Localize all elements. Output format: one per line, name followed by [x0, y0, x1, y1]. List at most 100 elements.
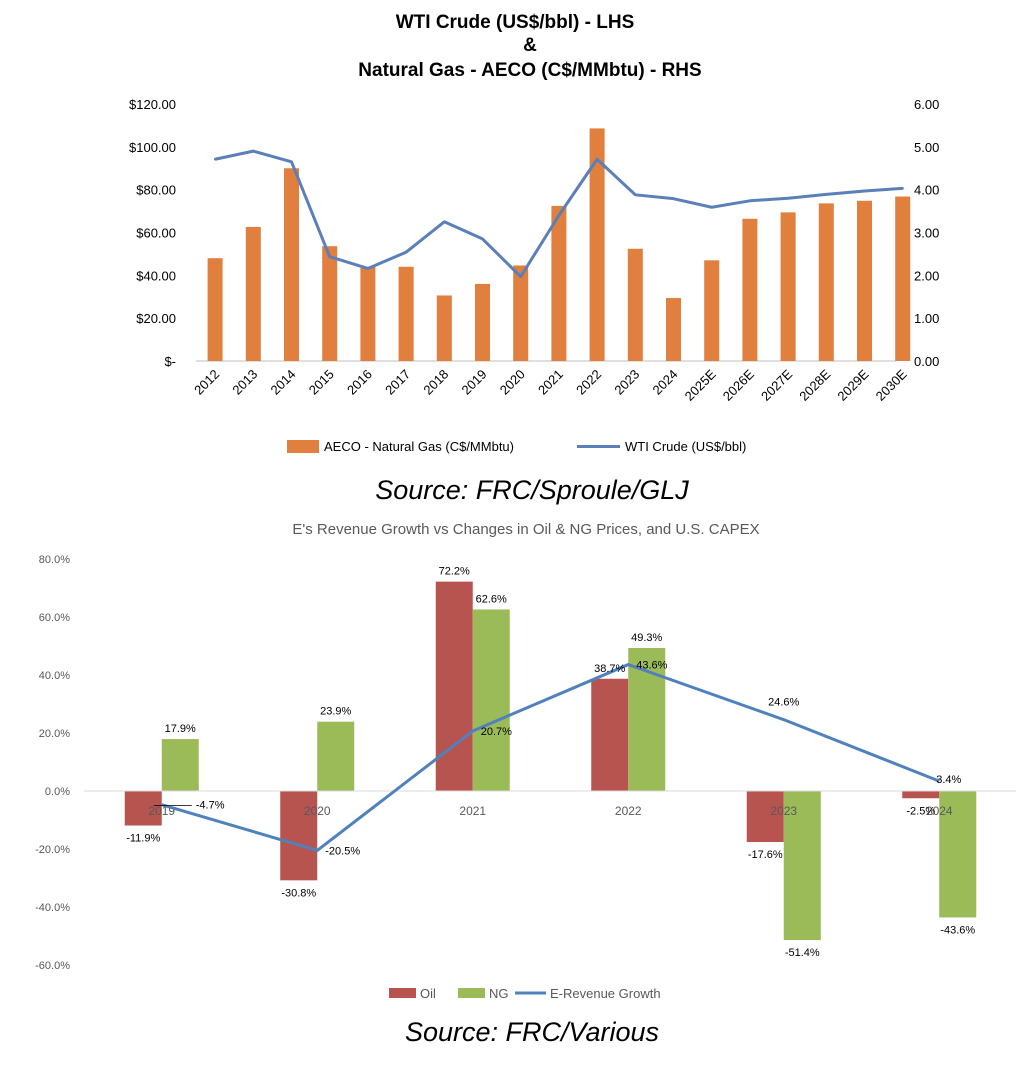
chart2-bar-oil [435, 581, 473, 791]
chart1-title-line1: WTI Crude (US$/bbl) - LHS [396, 12, 635, 33]
chart1-bar-aeco [704, 260, 720, 361]
chart1-bar-aeco [398, 266, 414, 361]
chart1-wti-point [786, 197, 790, 200]
chart-revenue-growth: E's Revenue Growth vs Changes in Oil & N… [35, 521, 1016, 1047]
chart1-x-tick: 2027E [758, 366, 795, 403]
chart1-legend-wti: WTI Crude (US$/bbl) [625, 439, 746, 454]
chart1-wti-point [404, 251, 408, 254]
chart1-bar-aeco [780, 212, 796, 361]
chart2-bar-oil [591, 678, 629, 791]
chart1-wti-point [252, 149, 255, 153]
chart2-legend-oil: Oil [420, 986, 436, 1001]
chart2-y-tick: 0.0% [45, 786, 70, 798]
chart1-x-tick: 2012 [191, 367, 222, 398]
chart2-line [161, 663, 940, 852]
chart1-right-tick: 5.00 [914, 140, 939, 155]
chart1-bar-aeco [742, 218, 758, 361]
chart1-wti-point [328, 255, 331, 258]
chart2-legend-ng: NG [489, 986, 509, 1001]
chart1-wti-point [595, 158, 599, 161]
chart1-x-tick: 2017 [382, 367, 413, 398]
chart1-x-axis-ticks: 2012 2013 2014 2015 2016 2017 2018 2019 2020 2021… [191, 366, 910, 403]
chart2-legend-swatch-oil [389, 988, 416, 998]
chart2-label-revenue: -4.7% [196, 800, 225, 812]
chart1-wti-point [366, 267, 370, 270]
chart2-y-axis-ticks: -60.0% -40.0% -20.0% 0.0% 20.0% 40.0% 60.0% 80.… [35, 554, 70, 972]
chart1-x-tick: 2014 [268, 367, 299, 398]
chart1-title-line2: & [523, 35, 537, 56]
chart1-x-tick: 2013 [229, 367, 260, 398]
chart1-right-tick: 6.00 [914, 97, 939, 112]
chart1-x-tick: 2026E [720, 366, 757, 403]
chart1-source: Source: FRC/Sproule/GLJ [375, 475, 689, 505]
chart2-label-ng: -51.4% [785, 947, 820, 959]
chart2-label-oil: -30.8% [281, 887, 316, 899]
chart2-label-oil: 72.2% [439, 566, 470, 578]
chart2-y-tick: -20.0% [35, 844, 70, 856]
chart1-bar-aeco [284, 168, 299, 361]
chart2-category: 2021 [459, 804, 486, 818]
chart1-wti-point [290, 160, 293, 164]
chart1-right-tick: 3.00 [914, 226, 939, 241]
chart1-bar-aeco [818, 203, 834, 361]
chart1-x-tick: 2025E [682, 366, 719, 403]
chart1-x-tick: 2020 [497, 367, 528, 398]
chart1-left-tick: $- [164, 354, 176, 369]
chart1-left-tick: $20.00 [136, 311, 176, 326]
chart2-label-ng: -43.6% [940, 924, 975, 936]
chart2-category-labels: 2019 2020 2021 2022 2023 2024 [148, 804, 953, 818]
chart2-label-oil: -11.9% [126, 833, 160, 845]
chart1-wti-point [863, 189, 866, 193]
chart2-category: 2020 [304, 804, 331, 818]
chart2-title: E's Revenue Growth vs Changes in Oil & N… [292, 521, 759, 538]
chart1-right-tick: 1.00 [914, 311, 939, 326]
chart2-y-tick: 20.0% [39, 728, 70, 740]
chart1-x-tick: 2023 [611, 367, 642, 398]
chart2-y-tick: -60.0% [35, 960, 70, 972]
chart1-left-tick: $100.00 [129, 140, 176, 155]
chart2-category: 2023 [770, 804, 797, 818]
chart2-revenue-line [161, 663, 940, 852]
chart1-legend-swatch-aeco [287, 440, 319, 453]
chart2-label-revenue: 24.6% [768, 697, 799, 709]
chart1-bars [207, 128, 911, 361]
chart1-bar-aeco [207, 258, 223, 361]
chart2-legend-line: E-Revenue Growth [550, 986, 661, 1001]
chart1-bar-aeco [627, 248, 643, 361]
chart1-x-tick: 2028E [796, 366, 833, 403]
chart1-bar-aeco [360, 266, 376, 361]
chart2-data-labels: -11.9% -30.8% 72.2% 38.7% -17.6% -2.5% 17.9% 23… [126, 566, 975, 959]
chart2-label-revenue: 3.4% [936, 774, 961, 786]
chart1-wti-point [748, 199, 752, 203]
chart2-source: Source: FRC/Various [405, 1017, 659, 1047]
chart1-x-tick: 2016 [344, 367, 375, 398]
chart2-y-tick: 40.0% [39, 670, 70, 682]
chart1-x-tick: 2019 [459, 367, 490, 398]
chart1-bar-aeco [551, 205, 567, 361]
chart1-wti-point [481, 237, 484, 241]
chart1-wti-point [825, 193, 828, 196]
chart2-label-revenue: 20.7% [481, 726, 512, 738]
chart2-category: 2022 [615, 804, 642, 818]
chart2-y-tick: 80.0% [39, 554, 70, 566]
chart1-x-tick: 2022 [573, 367, 604, 398]
chart1-bar-aeco [245, 226, 261, 361]
chart1-right-tick: 0.00 [914, 354, 939, 369]
chart1-left-axis-ticks: $- $20.00 $40.00 $60.00 $80.00 $100.00 $120.00 [129, 97, 176, 369]
chart1-wti-point [710, 206, 713, 209]
chart1-bar-aeco [666, 298, 681, 361]
chart1-x-tick: 2029E [834, 366, 871, 403]
chart1-wti-point [443, 220, 446, 223]
chart2-bar-oil [124, 791, 162, 826]
chart1-x-tick: 2024 [650, 367, 681, 398]
chart1-bar-aeco [436, 295, 452, 361]
chart1-left-tick: $40.00 [136, 268, 176, 283]
chart1-left-tick: $120.00 [129, 97, 176, 112]
chart1-x-tick: 2030E [873, 366, 910, 403]
chart2-label-ng: 62.6% [476, 593, 507, 605]
chart2-bar-oil [280, 791, 318, 881]
chart1-wti-point [634, 193, 637, 197]
chart1-right-axis-ticks: 0.00 1.00 2.00 3.00 4.00 5.00 6.00 [914, 97, 939, 369]
chart1-bar-aeco [857, 200, 872, 361]
chart1-x-tick: 2015 [306, 367, 337, 398]
